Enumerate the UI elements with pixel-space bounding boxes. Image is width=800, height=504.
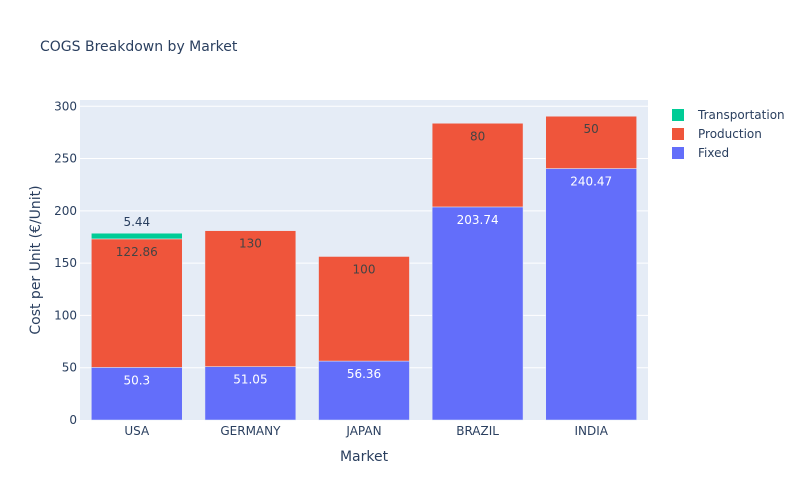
data-label: 50 [584,122,599,136]
legend-swatch-fixed [672,147,684,159]
data-label: 80 [470,129,485,143]
bar-fixed [91,367,183,421]
x-tick-label: INDIA [574,424,608,438]
bar-fixed [545,168,637,421]
y-tick-label: 0 [69,413,77,427]
legend-swatch-production [672,128,684,140]
bar-production [204,230,297,367]
data-label: 51.05 [233,373,267,387]
chart-title: COGS Breakdown by Market [40,39,238,55]
data-label: 100 [353,262,376,276]
bar-fixed [318,360,410,421]
y-tick-label: 150 [54,256,77,270]
x-tick-label: BRAZIL [456,424,499,438]
y-axis-title: Cost per Unit (€/Unit) [28,185,44,334]
data-label: 50.3 [123,373,150,387]
y-tick-label: 300 [54,99,77,113]
legend-swatch-transportation [672,109,684,121]
y-tick-label: 100 [54,308,77,322]
legend-item-production[interactable]: Production [698,127,762,141]
y-tick-label: 50 [62,361,77,375]
legend-item-transportation[interactable]: Transportation [697,108,785,122]
data-label: 56.36 [347,367,381,381]
data-label: 130 [239,237,262,251]
bar-production [318,256,410,362]
bar-fixed [204,366,297,421]
data-label: 122.86 [116,245,158,259]
bar-production [545,115,637,169]
x-tick-label: GERMANY [220,424,281,438]
legend-item-fixed[interactable]: Fixed [698,146,729,160]
data-label: 5.44 [123,215,150,229]
y-tick-label: 200 [54,204,77,218]
y-tick-label: 250 [54,152,77,166]
data-label: 203.74 [457,213,499,227]
x-tick-label: JAPAN [345,424,381,438]
bar-fixed [431,206,524,421]
data-label: 240.47 [570,175,612,189]
bar-transportation [91,232,183,240]
x-axis-title: Market [340,449,389,465]
x-tick-label: USA [124,424,150,438]
bar-production [431,123,524,208]
bar-production [91,238,183,368]
